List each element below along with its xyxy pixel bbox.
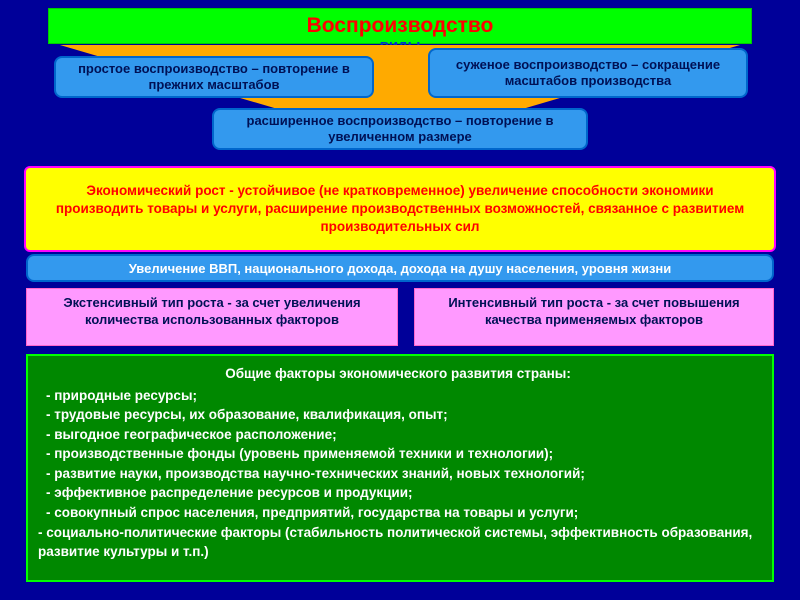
factors-item: - выгодное географическое расположение; [38, 425, 758, 445]
factors-panel: Общие факторы экономического развития ст… [26, 354, 774, 582]
factors-item: - природные ресурсы; [38, 386, 758, 406]
gdp-increase-bar: Увеличение ВВП, национального дохода, до… [26, 254, 774, 282]
factors-item: - эффективное распределение ресурсов и п… [38, 483, 758, 503]
box-simple-reproduction: простое воспроизводство – повторение в п… [54, 56, 374, 98]
factors-item: - производственные фонды (уровень примен… [38, 444, 758, 464]
economic-growth-text: Экономический рост - устойчивое (не крат… [50, 182, 750, 237]
box-expanded-label: расширенное воспроизводство – повторение… [224, 113, 576, 146]
factors-item: - социально-политические факторы (стабил… [38, 523, 758, 562]
extensive-growth-box: Экстенсивный тип роста - за счет увеличе… [26, 288, 398, 346]
factors-item: - трудовые ресурсы, их образование, квал… [38, 405, 758, 425]
factors-list: - природные ресурсы;- трудовые ресурсы, … [38, 386, 758, 562]
box-narrowed-reproduction: суженое воспроизводство – сокращение мас… [428, 48, 748, 98]
economic-growth-box: Экономический рост - устойчивое (не крат… [24, 166, 776, 252]
intensive-growth-box: Интенсивный тип роста - за счет повышени… [414, 288, 774, 346]
box-narrowed-label: суженое воспроизводство – сокращение мас… [440, 57, 736, 90]
factors-item: - совокупный спрос населения, предприяти… [38, 503, 758, 523]
box-expanded-reproduction: расширенное воспроизводство – повторение… [212, 108, 588, 150]
gdp-increase-text: Увеличение ВВП, национального дохода, до… [129, 261, 672, 276]
extensive-growth-text: Экстенсивный тип роста - за счет увеличе… [63, 295, 360, 327]
factors-item: - развитие науки, производства научно-те… [38, 464, 758, 484]
box-simple-label: простое воспроизводство – повторение в п… [66, 61, 362, 94]
factors-title: Общие факторы экономического развития ст… [38, 364, 758, 384]
intensive-growth-text: Интенсивный тип роста - за счет повышени… [448, 295, 739, 327]
title-text: Воспроизводство [307, 14, 494, 38]
